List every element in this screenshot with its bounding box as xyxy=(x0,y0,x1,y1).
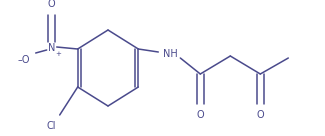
Text: O: O xyxy=(256,110,264,120)
Text: N: N xyxy=(48,43,55,53)
Text: NH: NH xyxy=(163,49,178,59)
Text: –O: –O xyxy=(18,55,30,65)
Text: +: + xyxy=(56,51,62,57)
Text: O: O xyxy=(48,0,56,9)
Text: O: O xyxy=(197,110,204,120)
Text: Cl: Cl xyxy=(47,121,57,131)
